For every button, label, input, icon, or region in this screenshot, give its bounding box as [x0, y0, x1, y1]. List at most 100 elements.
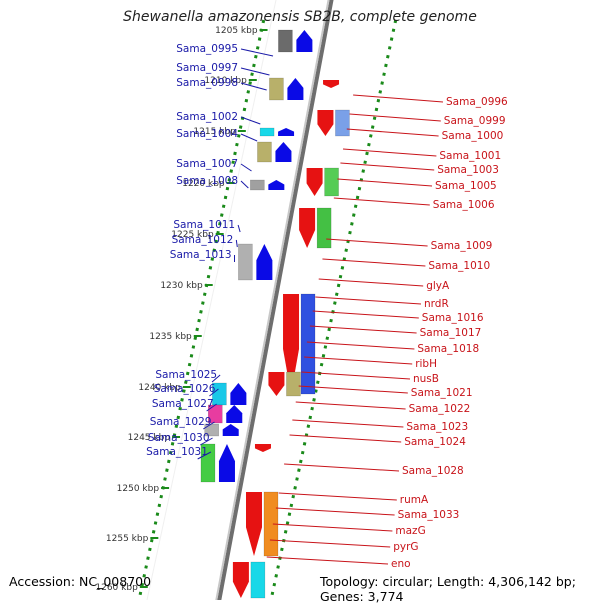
reverse-gene-arrow: [268, 372, 284, 396]
right-gene-label: nrdR: [424, 298, 449, 310]
right-gene-label: Sama_1010: [428, 260, 490, 272]
gene-block: [250, 180, 264, 190]
left-label-leader: [241, 68, 269, 75]
forward-gene-arrow: [219, 444, 235, 482]
gene-block: [278, 30, 292, 52]
right-gene-label: Sama_1016: [422, 312, 484, 324]
left-gene-label: Sama_0997: [176, 62, 238, 74]
right-label-leader: [270, 540, 390, 547]
left-gene-label: Sama_1029: [150, 416, 212, 428]
scale-tick-label: 1250 kbp: [117, 484, 160, 494]
right-label-leader: [326, 239, 427, 246]
right-gene-label: Sama_1009: [431, 240, 493, 252]
reverse-gene-arrow: [233, 562, 249, 598]
left-label-leader: [241, 83, 267, 90]
gene-block: [335, 110, 349, 136]
right-label-leader: [334, 198, 430, 205]
right-label-leader: [301, 372, 410, 379]
right-gene-label: glyA: [426, 280, 450, 292]
reverse-gene-arrow: [317, 110, 333, 136]
left-gene-label: Sama_1008: [176, 175, 238, 187]
right-label-leader: [310, 326, 417, 333]
right-label-leader: [322, 259, 425, 266]
gene-block: [238, 244, 252, 280]
right-label-leader: [304, 357, 412, 364]
right-label-leader: [340, 163, 434, 170]
right-gene-label: Sama_1033: [398, 509, 460, 521]
left-gene-label: Sama_1027: [152, 398, 214, 410]
gene-block: [269, 78, 283, 100]
scale-tick-label: 1255 kbp: [106, 534, 149, 544]
right-label-leader: [273, 524, 393, 531]
forward-gene-arrow: [256, 244, 272, 280]
forward-gene-arrow: [275, 142, 291, 162]
right-label-leader: [307, 342, 414, 349]
left-tick-track: [139, 20, 264, 600]
right-label-leader: [313, 311, 419, 318]
left-gene-label: Sama_1012: [172, 234, 234, 246]
scale-tick-label: 1230 kbp: [160, 281, 203, 291]
gene-block: [301, 294, 315, 394]
left-gene-label: Sama_0998: [176, 77, 238, 89]
right-gene-label: Sama_0999: [444, 115, 506, 127]
right-label-leader: [276, 508, 395, 515]
gene-block: [286, 372, 300, 396]
right-gene-label: nusB: [413, 373, 439, 385]
left-label-leader: [241, 181, 248, 188]
right-gene-label: mazG: [395, 525, 425, 537]
left-gene-label: Sama_1013: [170, 249, 232, 261]
gene-block: [251, 562, 265, 598]
left-gene-label: Sama_1025: [155, 369, 217, 381]
left-gene-label: Sama_1031: [146, 446, 208, 458]
right-label-leader: [290, 435, 402, 442]
reverse-gene-arrow: [255, 444, 271, 452]
forward-gene-arrow: [278, 128, 294, 136]
right-gene-label: Sama_1021: [411, 387, 473, 399]
right-label-leader: [284, 464, 399, 471]
left-label-leader: [236, 240, 237, 247]
reverse-gene-arrow: [323, 80, 339, 88]
right-gene-label: Sama_1006: [433, 199, 495, 211]
gene-block: [325, 168, 339, 196]
right-gene-label: eno: [391, 558, 411, 570]
right-gene-label: Sama_1028: [402, 465, 464, 477]
right-label-leader: [267, 557, 388, 564]
left-label-leader: [241, 164, 252, 171]
forward-gene-arrow: [223, 424, 239, 436]
forward-gene-arrow: [268, 180, 284, 190]
right-gene-label: rumA: [400, 494, 429, 506]
scale-tick-label: 1235 kbp: [149, 332, 192, 342]
map-title: Shewanella amazonensis SB2B, complete ge…: [0, 9, 600, 25]
right-label-leader: [350, 114, 441, 121]
right-label-leader: [343, 149, 436, 156]
left-gene-label: Sama_1030: [148, 432, 210, 444]
right-gene-label: pyrG: [393, 541, 418, 553]
right-gene-label: ribH: [415, 358, 437, 370]
reverse-gene-arrow: [307, 168, 323, 196]
left-label-leader: [241, 134, 257, 141]
accession-label: Accession: NC_008700: [9, 574, 151, 589]
right-label-leader: [315, 297, 421, 304]
left-gene-label: Sama_1002: [176, 111, 238, 123]
right-gene-label: Sama_1023: [406, 421, 468, 433]
scale-tick-label: 1205 kbp: [215, 26, 258, 36]
right-gene-label: Sama_1022: [409, 403, 471, 415]
forward-gene-arrow: [226, 405, 242, 423]
left-gene-label: Sama_1011: [173, 219, 235, 231]
forward-gene-arrow: [230, 383, 246, 405]
right-label-leader: [347, 129, 439, 136]
left-label-leader: [238, 225, 240, 232]
gene-block: [317, 208, 331, 248]
reverse-gene-arrow: [246, 492, 262, 556]
right-gene-label: Sama_1005: [435, 180, 497, 192]
right-gene-label: Sama_1018: [417, 343, 479, 355]
left-gene-label: Sama_1026: [154, 383, 216, 395]
left-gene-label: Sama_1004: [176, 128, 238, 140]
right-gene-label: Sama_1001: [439, 150, 501, 162]
left-label-leader: [241, 49, 273, 56]
reverse-gene-arrow: [299, 208, 315, 248]
right-label-leader: [337, 179, 432, 186]
right-gene-label: Sama_1017: [420, 327, 482, 339]
